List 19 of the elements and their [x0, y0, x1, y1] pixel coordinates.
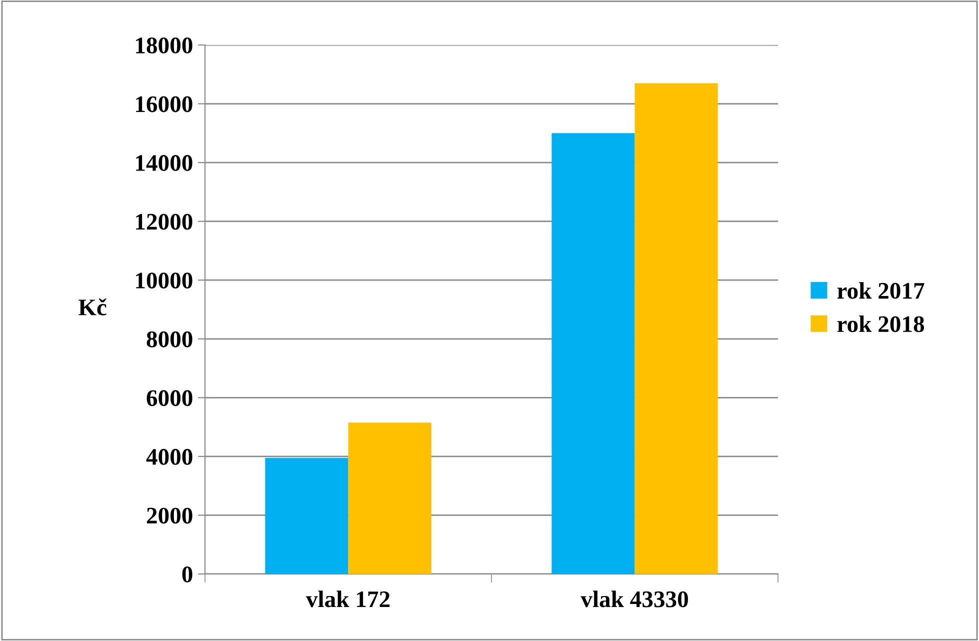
y-tick-label: 6000 [146, 390, 192, 406]
y-tick-label: 18000 [136, 37, 192, 54]
y-tick-label: 12000 [136, 214, 192, 230]
y-tick-label: 14000 [136, 155, 192, 171]
bar [348, 422, 432, 574]
bar [634, 83, 718, 574]
x-tick-label: vlak 43330 [580, 590, 688, 608]
y-tick-label: 16000 [136, 96, 192, 112]
y-tick-label: 10000 [136, 272, 192, 289]
legend-label: rok 2018 [837, 316, 924, 332]
legend-label: rok 2017 [837, 282, 924, 299]
bar [265, 458, 348, 574]
bar [552, 133, 635, 574]
x-tick-label: vlak 172 [306, 590, 390, 608]
y-tick-label: 8000 [146, 331, 192, 348]
y-axis-title: Kč [78, 298, 106, 316]
y-tick-label: 4000 [146, 448, 192, 465]
y-tick-label: 2000 [146, 508, 192, 524]
y-tick-label: 0 [182, 566, 192, 582]
